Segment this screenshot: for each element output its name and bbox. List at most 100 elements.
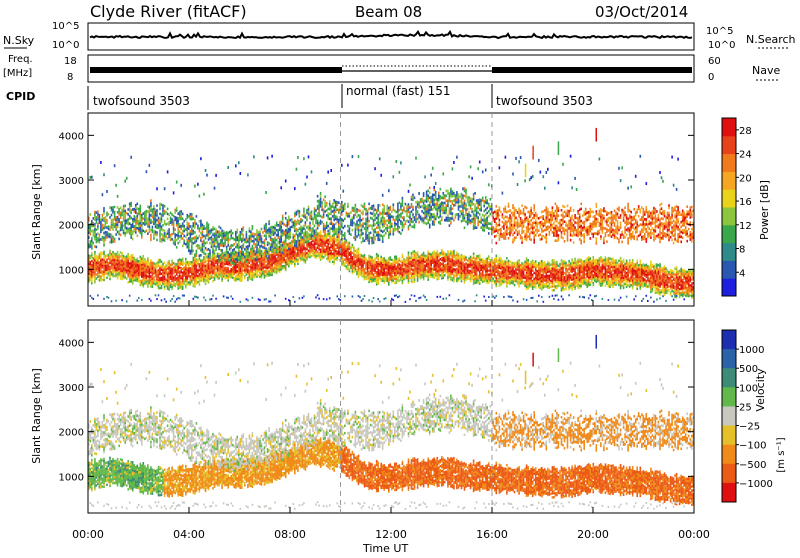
heatmap-cell <box>212 251 214 254</box>
heatmap-cell <box>355 238 357 241</box>
heatmap-cell <box>423 207 425 210</box>
heatmap-cell <box>103 173 105 176</box>
heatmap-cell <box>170 236 172 239</box>
heatmap-cell <box>427 212 429 215</box>
heatmap-cell <box>356 235 358 238</box>
heatmap-cell <box>250 255 252 258</box>
heatmap-cell <box>318 200 320 203</box>
heatmap-cell <box>412 196 414 199</box>
heatmap-cell <box>141 214 143 217</box>
heatmap-cell <box>288 238 290 241</box>
heatmap-cell <box>276 251 278 254</box>
heatmap-cell <box>243 269 245 271</box>
heatmap-cell <box>117 195 119 198</box>
heatmap-cell <box>162 239 164 242</box>
heatmap-cell <box>270 226 272 229</box>
heatmap-cell <box>290 254 292 256</box>
heatmap-cell <box>333 219 335 222</box>
heatmap-cell <box>374 280 376 282</box>
heatmap-cell <box>174 233 176 236</box>
heatmap-cell <box>91 260 93 262</box>
heatmap-cell <box>367 266 369 268</box>
heatmap-cell <box>427 269 429 271</box>
heatmap-cell <box>111 300 113 302</box>
heatmap-cell <box>408 228 410 231</box>
heatmap-cell <box>226 236 228 239</box>
heatmap-cell <box>103 239 105 242</box>
heatmap-cell <box>241 250 243 253</box>
heatmap-cell <box>253 274 255 276</box>
heatmap-cell <box>385 297 387 299</box>
heatmap-cell <box>417 218 419 221</box>
heatmap-cell <box>341 221 343 224</box>
heatmap-cell <box>200 227 202 230</box>
heatmap-cell <box>437 296 439 298</box>
heatmap-cell <box>246 253 248 256</box>
heatmap-cell <box>240 251 242 254</box>
heatmap-cell <box>140 217 142 220</box>
heatmap-cell <box>103 298 105 300</box>
heatmap-cell <box>249 228 251 231</box>
heatmap-cell <box>361 241 363 244</box>
heatmap-cell <box>318 212 320 215</box>
heatmap-cell <box>317 207 319 210</box>
heatmap-cell <box>146 217 148 220</box>
heatmap-cell <box>362 223 364 226</box>
heatmap-cell <box>321 206 323 209</box>
heatmap-cell <box>349 270 351 272</box>
heatmap-cell <box>211 231 213 234</box>
heatmap-cell <box>140 224 142 227</box>
heatmap-cell <box>111 271 113 273</box>
heatmap-cell <box>96 255 98 257</box>
heatmap-cell <box>352 221 354 224</box>
heatmap-cell <box>349 230 351 233</box>
heatmap-cell <box>112 206 114 209</box>
heatmap-cell <box>376 253 378 255</box>
heatmap-cell <box>306 211 308 214</box>
heatmap-cell <box>194 185 196 188</box>
heatmap-cell <box>161 240 163 243</box>
heatmap-cell <box>168 233 170 236</box>
heatmap-cell <box>164 210 166 213</box>
heatmap-cell <box>323 213 325 216</box>
heatmap-cell <box>321 209 323 212</box>
heatmap-cell <box>327 230 329 233</box>
heatmap-cell <box>224 267 226 269</box>
heatmap-cell <box>193 237 195 240</box>
heatmap-cell <box>326 245 328 247</box>
heatmap-cell <box>187 221 189 224</box>
heatmap-cell <box>421 198 423 201</box>
heatmap-cell <box>420 215 422 218</box>
heatmap-cell <box>343 258 345 260</box>
heatmap-cell <box>291 221 293 224</box>
heatmap-cell <box>433 189 435 192</box>
heatmap-cell <box>233 269 235 271</box>
heatmap-cell <box>383 217 385 220</box>
heatmap-cell <box>399 231 401 234</box>
heatmap-cell <box>180 225 182 228</box>
heatmap-cell <box>168 262 170 264</box>
heatmap-cell <box>370 258 372 260</box>
heatmap-cell <box>117 251 119 253</box>
heatmap-cell <box>123 232 125 235</box>
heatmap-cell <box>114 240 116 243</box>
heatmap-cell <box>226 234 228 237</box>
heatmap-cell <box>238 264 240 266</box>
heatmap-cell <box>177 227 179 230</box>
heatmap-cell <box>187 243 189 246</box>
heatmap-cell <box>138 208 140 211</box>
heatmap-cell <box>271 233 273 236</box>
heatmap-cell <box>314 212 316 215</box>
heatmap-cell <box>156 270 158 272</box>
heatmap-cell <box>306 219 308 222</box>
heatmap-cell <box>265 250 267 253</box>
heatmap-cell <box>382 213 384 216</box>
heatmap-cell <box>388 207 390 210</box>
heatmap-cell <box>429 219 431 222</box>
heatmap-cell <box>108 254 110 256</box>
heatmap-cell <box>356 208 358 211</box>
heatmap-cell <box>387 214 389 217</box>
heatmap-cell <box>180 235 182 238</box>
heatmap-cell <box>158 222 160 225</box>
heatmap-cell <box>150 236 152 239</box>
